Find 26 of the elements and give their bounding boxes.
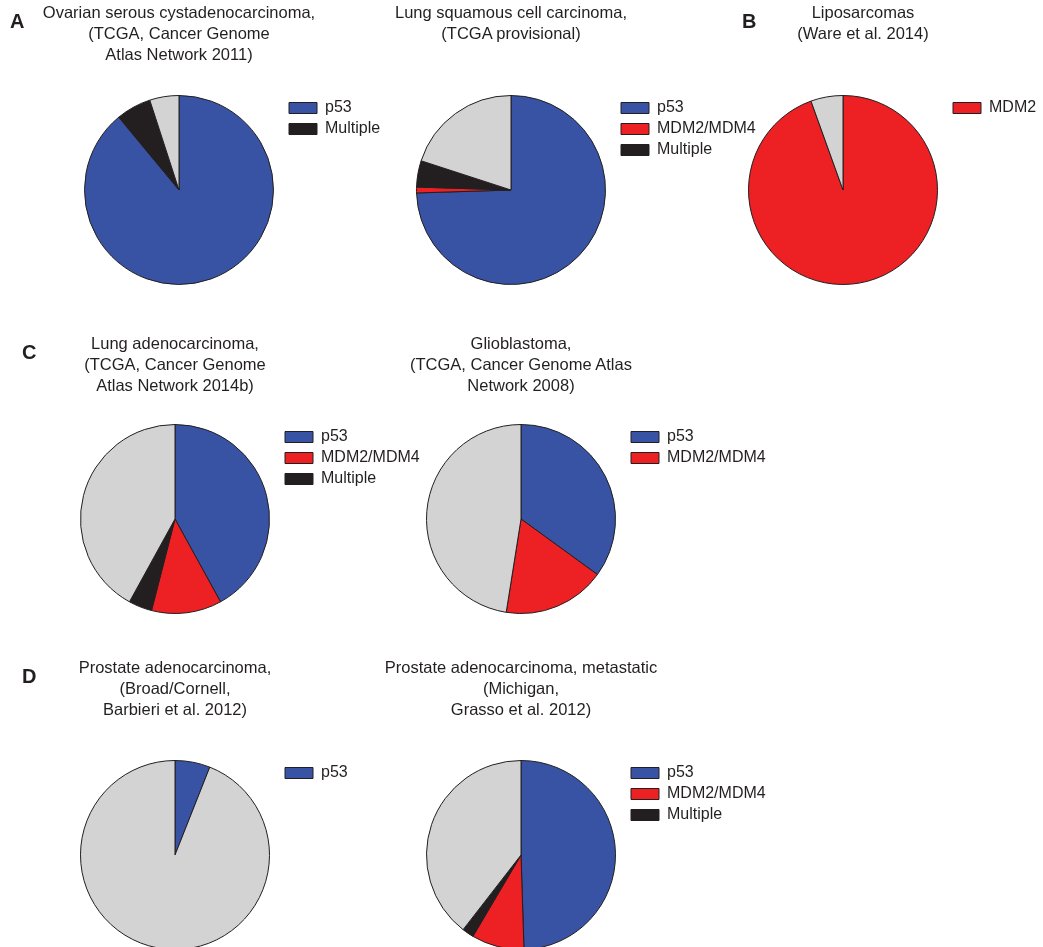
legend-label: Multiple	[321, 469, 377, 487]
legend-label: p53	[667, 427, 694, 445]
legend-label: MDM2/MDM4	[667, 448, 766, 466]
chart-title: Ovarian serous cystadenocarcinoma, (TCGA, Cancer Genome Atlas Network 2011)	[42, 3, 316, 63]
legend-label: Multiple	[667, 805, 723, 823]
chart-title: Prostate adenocarcinoma, (Broad/Cornell, Barbieri et al. 2012)	[77, 657, 273, 720]
legend-label: p53	[321, 427, 348, 445]
legend-label: p53	[667, 763, 694, 781]
legend-label: p53	[657, 98, 684, 116]
text: D	[22, 665, 37, 688]
legend-label: Multiple	[657, 140, 713, 158]
chart-title: Lung adenocarcinoma, (TCGA, Cancer Genome Atlas Network 2014b)	[83, 333, 267, 396]
legend-label: p53	[325, 98, 352, 116]
chart-title: Prostate adenocarcinoma, metastatic (Michigan, Grasso et al. 2012)	[383, 657, 659, 720]
legend-label: MDM2/MDM4	[667, 784, 766, 802]
legend-label: Multiple	[325, 119, 381, 137]
legend-label: MDM2/MDM4	[321, 448, 420, 466]
text: C	[22, 341, 37, 364]
legend-label: MDM2	[989, 98, 1037, 116]
legend-label: MDM2/MDM4	[657, 119, 756, 137]
chart-title: Glioblastoma, (TCGA, Cancer Genome Atlas Network 2008)	[409, 333, 633, 396]
text: B	[742, 10, 757, 33]
chart-title: Liposarcomas (Ware et al. 2014)	[797, 3, 929, 42]
chart-title: Lung squamous cell carcinoma, (TCGA provisional)	[393, 2, 628, 44]
legend-label: p53	[321, 763, 348, 781]
text: A	[10, 10, 25, 33]
